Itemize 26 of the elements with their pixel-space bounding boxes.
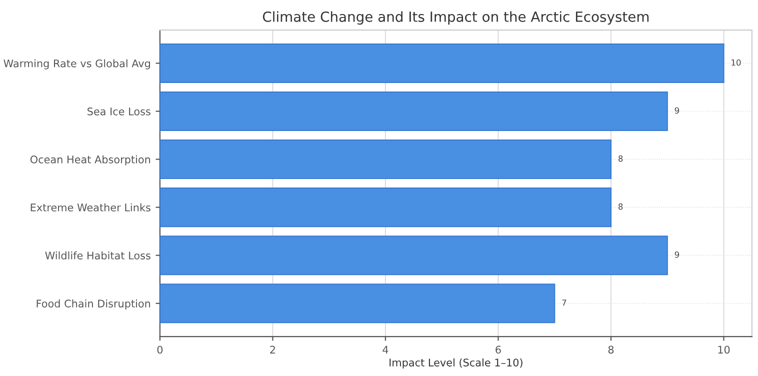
- y-tick-label: Food Chain Disruption: [36, 299, 150, 310]
- data-label: 8: [618, 155, 623, 162]
- bar: [160, 140, 612, 180]
- y-tick-label: Wildlife Habitat Loss: [45, 251, 150, 260]
- y-tick-label: Warming Rate vs Global Avg: [4, 59, 150, 70]
- x-tick-label: 6: [496, 346, 501, 354]
- x-tick-label: 4: [382, 346, 388, 354]
- data-label: 8: [618, 203, 623, 210]
- data-label: 10: [732, 59, 741, 66]
- bar: [160, 284, 556, 324]
- bar: [160, 236, 668, 276]
- x-tick-label: 2: [270, 346, 275, 354]
- chart-title: Climate Change and Its Impact on the Arctic Ecosystem: [262, 11, 649, 25]
- y-tick-label: Sea Ice Loss: [88, 107, 150, 116]
- x-tick-label: 0: [157, 346, 163, 354]
- x-tick-label: 8: [608, 346, 614, 354]
- data-label: 9: [674, 251, 680, 258]
- y-tick-label: Extreme Weather Links: [30, 203, 150, 212]
- data-label: 7: [562, 300, 566, 306]
- x-axis-title: Impact Level (Scale 1–10): [390, 358, 522, 368]
- bar: [160, 91, 668, 132]
- bar: [160, 188, 612, 228]
- data-label: 9: [674, 107, 680, 114]
- bar: [160, 43, 724, 83]
- x-tick-label: 10: [718, 346, 730, 354]
- y-tick-label: Ocean Heat Absorption: [30, 155, 150, 166]
